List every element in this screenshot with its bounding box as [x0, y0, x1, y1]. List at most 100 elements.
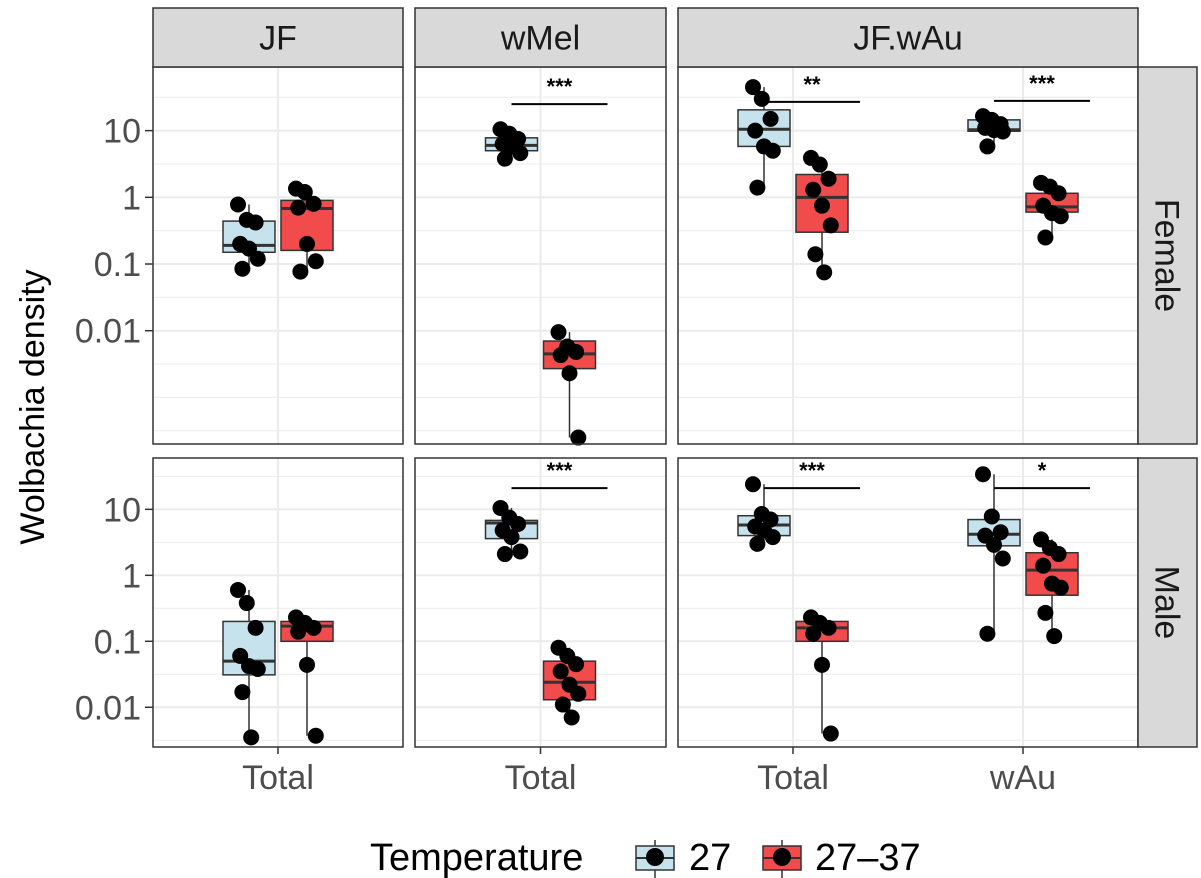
y-tick-label: 0.01 [75, 313, 141, 351]
data-point [568, 656, 585, 673]
row-strip-label: Female [1148, 199, 1186, 312]
x-tick-label: Total [757, 759, 829, 797]
data-point [1052, 208, 1069, 225]
data-point [1052, 579, 1069, 596]
data-point [805, 181, 822, 198]
data-point [749, 535, 766, 552]
data-point [512, 543, 529, 560]
data-point [814, 197, 830, 214]
data-point [816, 264, 833, 281]
x-tick-label: wAu [989, 759, 1056, 797]
data-point [552, 663, 569, 680]
panels-layer: *** ** ****** *** *JF wMel JF.wAuFemaleMale0.0… [75, 7, 1198, 797]
data-point [292, 263, 309, 280]
data-point [247, 619, 264, 636]
legend-title: Temperature [370, 837, 583, 878]
data-point [811, 156, 828, 173]
data-point [764, 529, 781, 546]
data-point [512, 145, 529, 162]
data-point [503, 529, 520, 546]
data-point [554, 696, 571, 713]
column-strip [414, 7, 667, 68]
data-point [305, 619, 322, 636]
data-point [745, 476, 761, 493]
data-point [290, 623, 307, 640]
legend-entry-label: 27 [689, 837, 731, 878]
data-point [561, 365, 578, 382]
data-point [820, 170, 837, 187]
legend-entry-label: 27–37 [815, 837, 921, 878]
column-strip-label: JF.wAu [853, 20, 963, 58]
panel-background [678, 458, 1138, 747]
data-point [822, 217, 839, 234]
significance-label: *** [547, 74, 573, 99]
data-point [807, 246, 824, 263]
data-point [230, 196, 246, 213]
data-point [296, 184, 313, 201]
data-point [299, 656, 315, 673]
data-point [1050, 546, 1067, 563]
data-point [307, 727, 324, 744]
data-point [563, 709, 580, 726]
data-point [983, 508, 1000, 525]
data-point [994, 550, 1011, 567]
data-point [249, 250, 266, 267]
data-point [496, 546, 513, 563]
data-point [994, 123, 1011, 140]
data-point [762, 110, 779, 127]
y-tick-label: 10 [103, 491, 141, 529]
data-point [247, 214, 264, 231]
y-axis-title: Wolbachia density [14, 269, 52, 544]
data-point [986, 536, 1002, 553]
data-point [1035, 557, 1052, 574]
column-strip [152, 7, 404, 68]
y-tick-label: 1 [122, 179, 141, 217]
data-point [243, 729, 260, 746]
data-point [496, 150, 513, 167]
data-point [1037, 229, 1054, 246]
data-point [570, 429, 587, 446]
y-tick-label: 0.01 [75, 689, 141, 727]
data-point [814, 656, 830, 673]
data-point [305, 195, 322, 212]
y-tick-label: 0.1 [94, 623, 141, 661]
data-point [299, 235, 315, 252]
data-point [570, 685, 587, 702]
data-point [979, 625, 996, 642]
data-point [992, 524, 1009, 541]
column-strip [677, 7, 1139, 68]
column-strip-label: wMel [500, 20, 580, 58]
data-point [234, 260, 251, 277]
data-point [552, 347, 569, 364]
data-point [290, 199, 307, 216]
row-strip-label: Male [1148, 566, 1186, 640]
data-point [745, 79, 761, 96]
data-point [1046, 628, 1063, 645]
significance-label: * [1038, 458, 1047, 483]
row-strip [1137, 66, 1198, 445]
significance-label: *** [1029, 71, 1055, 96]
data-point [764, 142, 781, 159]
data-point [753, 90, 770, 107]
data-point [307, 253, 324, 270]
data-point [1050, 185, 1067, 202]
data-point [510, 515, 527, 532]
legend: Temperature 27 27–37 [370, 837, 921, 878]
data-point [238, 595, 255, 612]
data-point [550, 324, 567, 341]
significance-label: ** [803, 72, 821, 97]
data-point [230, 581, 246, 598]
data-point [975, 466, 991, 483]
legend-key-point [646, 848, 664, 866]
data-point [747, 122, 764, 139]
data-point [749, 179, 766, 196]
y-tick-label: 0.1 [94, 246, 141, 284]
data-point [979, 138, 996, 155]
x-tick-label: Total [242, 759, 314, 797]
significance-label: *** [547, 458, 573, 483]
significance-label: *** [799, 458, 825, 483]
row-strip [1137, 457, 1198, 748]
data-point [822, 725, 839, 742]
data-point [249, 661, 266, 678]
